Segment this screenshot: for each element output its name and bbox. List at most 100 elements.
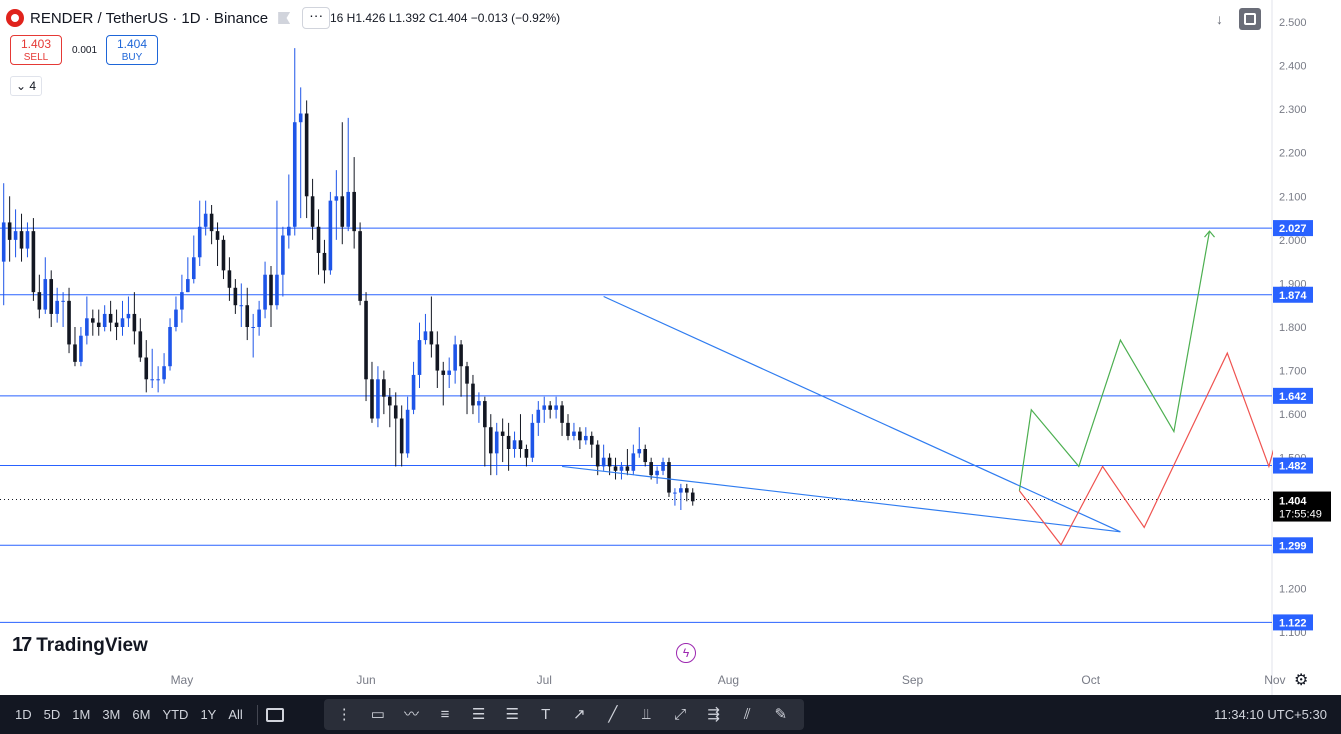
- symbol-header[interactable]: RENDER / TetherUS · 1D · Binance ···: [6, 6, 331, 30]
- more-button[interactable]: ···: [302, 7, 331, 29]
- trend-line-icon[interactable]: ╱: [608, 705, 618, 723]
- candle-body: [191, 257, 196, 280]
- brush-icon[interactable]: ✎: [774, 705, 788, 723]
- price-tick-label: 2.000: [1279, 235, 1307, 247]
- screenshot-icon[interactable]: [1239, 8, 1261, 30]
- candle-body: [370, 379, 374, 419]
- range-1y-button[interactable]: 1Y: [200, 707, 217, 722]
- candle-body: [257, 309, 261, 327]
- ohlc-values: 16 H1.426 L1.392 C1.404 −0.013 (−0.92%): [330, 11, 561, 25]
- clock[interactable]: 11:34:10 UTC+5:30: [1214, 707, 1327, 722]
- candle-body: [548, 405, 552, 410]
- sell-price: 1.403: [20, 37, 52, 51]
- rectangle-icon[interactable]: ▭: [370, 705, 385, 723]
- range-3m-button[interactable]: 3M: [102, 707, 121, 722]
- time-tick-label: Nov: [1264, 673, 1285, 687]
- path-icon[interactable]: 〰: [403, 705, 419, 723]
- range-all-button[interactable]: All: [228, 707, 243, 722]
- candle-body: [13, 231, 18, 240]
- candle-body: [488, 427, 493, 454]
- compare-icon[interactable]: [265, 707, 284, 722]
- gear-icon[interactable]: ⚙: [1294, 672, 1309, 689]
- candle-body: [459, 344, 463, 367]
- candle-body: [500, 431, 505, 436]
- gann-icon[interactable]: ⤢: [674, 705, 687, 723]
- long-position-icon[interactable]: ☰: [471, 705, 486, 723]
- candle-body: [221, 239, 226, 271]
- forecast-icon[interactable]: ⇶: [707, 705, 720, 723]
- candle-body: [435, 344, 440, 371]
- current-price-label: 1.404: [1279, 496, 1307, 508]
- candle-body: [524, 449, 529, 458]
- indicators-toggle[interactable]: ⌄ 4: [10, 76, 43, 96]
- candle-body: [572, 431, 576, 436]
- price-tick-label: 2.100: [1279, 191, 1307, 203]
- candle-body: [649, 462, 653, 476]
- range-1d-button[interactable]: 1D: [15, 707, 32, 722]
- candle-body: [554, 405, 558, 410]
- time-tick-label: May: [171, 673, 194, 687]
- drawing-tools: ⋮ ▭ 〰 ≡ ☰ ☰ T ↗ ╱ ⫫ ⤢ ⇶ ⫽ ✎: [324, 699, 804, 730]
- projection-icon[interactable]: ⫽: [743, 705, 751, 723]
- tradingview-logo[interactable]: 17 TradingView: [12, 634, 148, 657]
- symbol-title[interactable]: RENDER / TetherUS · 1D · Binance: [30, 9, 269, 27]
- price-axis: 2.5002.4002.3002.2002.1002.0001.9001.800…: [1273, 0, 1341, 695]
- price-tick-label: 2.200: [1279, 148, 1307, 160]
- text-icon[interactable]: T: [541, 705, 551, 723]
- candle-body: [96, 322, 101, 327]
- sell-label: SELL: [23, 52, 49, 63]
- candle-body: [132, 313, 137, 332]
- candle-body: [358, 231, 362, 301]
- candle-body: [595, 444, 600, 467]
- render-logo-icon: [6, 9, 24, 27]
- range-5d-button[interactable]: 5D: [43, 707, 61, 722]
- lightning-icon[interactable]: ϟ: [676, 643, 696, 663]
- time-axis: May Jun Jul Aug Sep Oct Nov: [171, 673, 1286, 687]
- down-arrow-icon[interactable]: ↓: [1216, 11, 1223, 27]
- candle-body: [566, 422, 570, 436]
- candle-body: [138, 331, 143, 358]
- candle-body: [209, 213, 214, 232]
- countdown-label: 17:55:49: [1279, 509, 1322, 521]
- price-chart[interactable]: 2.5002.4002.3002.2002.1002.0001.9001.800…: [0, 0, 1341, 695]
- pitchfork-icon[interactable]: ⫫: [642, 705, 651, 723]
- lines-icon[interactable]: ☰: [505, 705, 519, 723]
- arrow-icon[interactable]: ↗: [573, 705, 586, 723]
- fib-retracement-icon[interactable]: ≡: [440, 705, 450, 723]
- sell-button[interactable]: 1.403 SELL: [10, 35, 62, 65]
- time-tick-label: Aug: [718, 673, 739, 687]
- range-ytd-button[interactable]: YTD: [162, 707, 189, 722]
- candle-body: [334, 196, 339, 201]
- candle-body: [340, 196, 345, 227]
- candle-body: [37, 292, 42, 310]
- candle-body: [613, 466, 618, 471]
- flag-icon[interactable]: [278, 12, 291, 24]
- range-1m-button[interactable]: 1M: [72, 707, 91, 722]
- candle-body: [388, 396, 392, 406]
- candle-body: [263, 274, 267, 310]
- candle-body: [322, 252, 327, 271]
- candle-body: [661, 462, 665, 471]
- candle-body: [465, 366, 469, 384]
- candle-body: [506, 435, 511, 449]
- candle-body: [19, 231, 24, 249]
- candle-body: [637, 449, 642, 454]
- buy-button[interactable]: 1.404 BUY: [106, 35, 158, 65]
- candle-body: [316, 226, 321, 253]
- candle-body: [512, 440, 517, 449]
- candle-body: [655, 470, 659, 476]
- candle-body: [382, 379, 386, 397]
- candle-body: [607, 457, 612, 467]
- drag-handle-icon[interactable]: ⋮: [336, 705, 352, 723]
- level-label: 2.027: [1279, 223, 1307, 235]
- level-label-bg: [1273, 387, 1313, 404]
- candle-body: [560, 405, 564, 423]
- candle-body: [287, 226, 291, 236]
- price-tick-label: 2.500: [1279, 17, 1307, 29]
- range-6m-button[interactable]: 6M: [132, 707, 151, 722]
- candle-body: [275, 274, 279, 306]
- level-label: 1.642: [1279, 391, 1307, 403]
- price-tick-label: 1.700: [1279, 366, 1307, 378]
- candle-body: [67, 300, 71, 345]
- candle-body: [453, 344, 457, 371]
